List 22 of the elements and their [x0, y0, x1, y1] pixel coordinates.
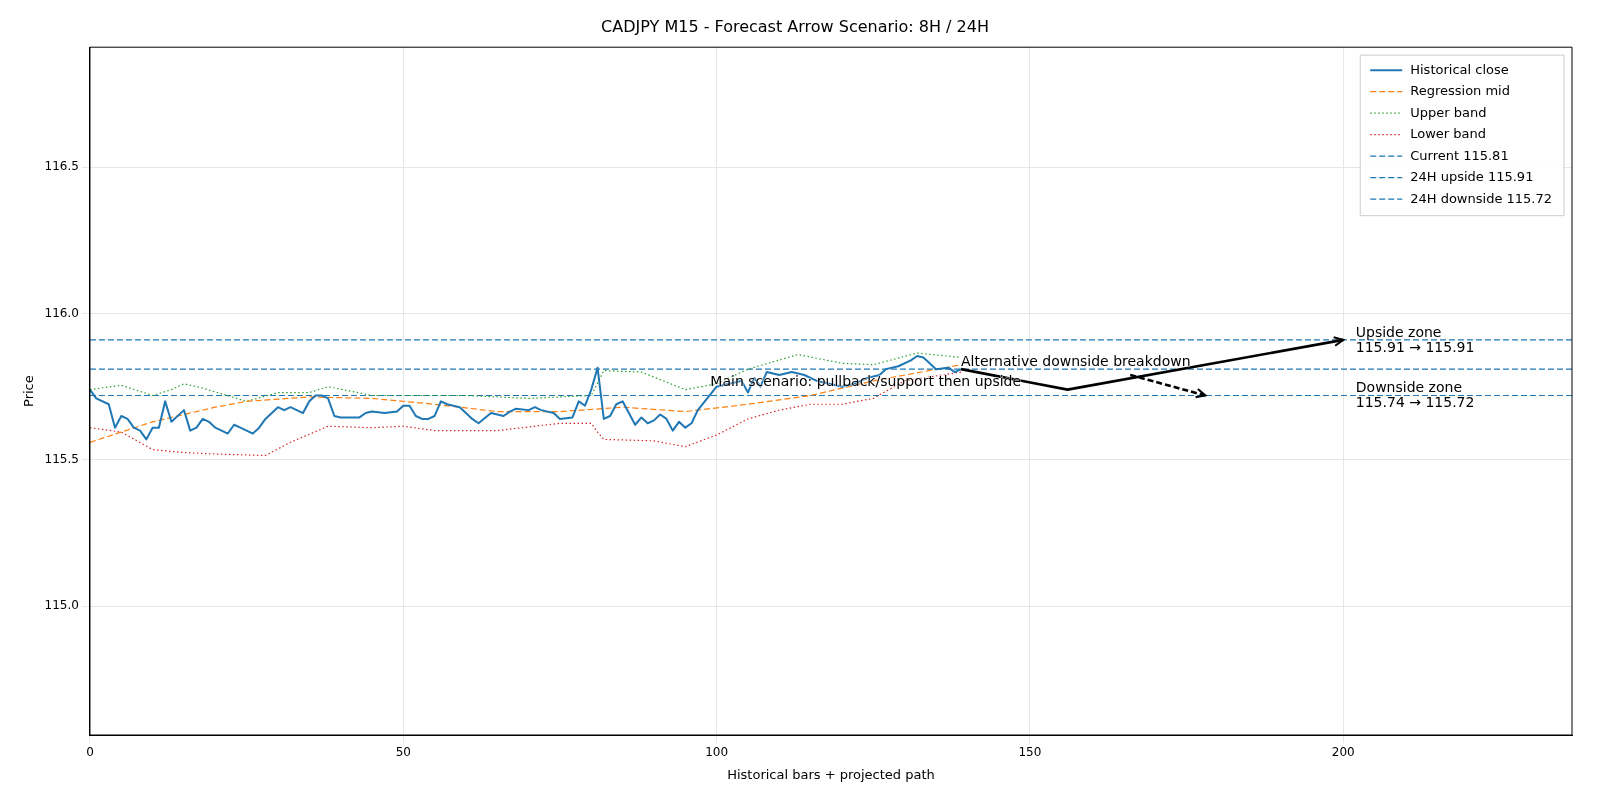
chart-title: CADJPY M15 - Forecast Arrow Scenario: 8H / 24H	[601, 16, 989, 36]
x-axis-title: Historical bars + projected path	[727, 766, 935, 782]
x-tick-label: 0	[86, 745, 94, 760]
y-tick-label: 116.5	[44, 159, 79, 174]
annotation: Upside zone 115.91 → 115.91	[1355, 323, 1475, 355]
x-tick-label: 50	[395, 745, 411, 760]
y-axis-title: Price	[21, 375, 37, 407]
legend-label: Upper band	[1410, 104, 1487, 120]
x-tick-label: 150	[1018, 745, 1042, 760]
legend-label: Regression mid	[1410, 83, 1510, 99]
annotation: Alternative downside breakdown	[961, 352, 1191, 369]
legend-label: 24H downside 115.72	[1410, 190, 1552, 206]
legend-label: Historical close	[1410, 61, 1509, 77]
legend-label: 24H upside 115.91	[1410, 169, 1534, 185]
x-tick-label: 100	[705, 745, 729, 760]
y-tick-label: 115.5	[44, 452, 79, 467]
y-tick-label: 116.0	[44, 305, 79, 320]
annotation: Downside zone 115.74 → 115.72	[1355, 379, 1475, 411]
y-tick-label: 115.0	[44, 598, 79, 613]
x-tick-label: 200	[1331, 745, 1355, 760]
legend-label: Current 115.81	[1410, 147, 1509, 163]
legend-label: Lower band	[1410, 126, 1487, 142]
